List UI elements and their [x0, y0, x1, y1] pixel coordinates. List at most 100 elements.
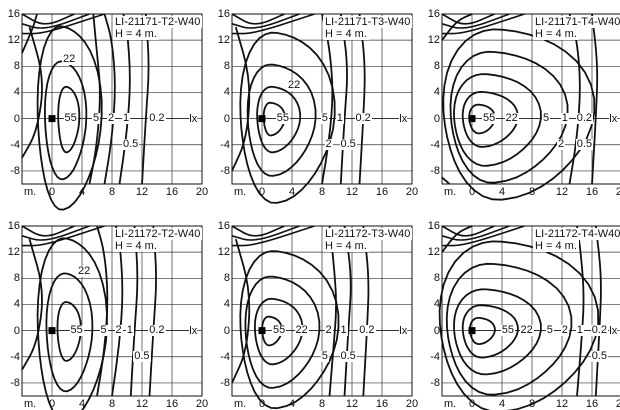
- x-tick-label: 4: [78, 398, 86, 410]
- isolux-contour: [21, 13, 38, 54]
- isolux-plot: [438, 225, 620, 410]
- x-tick-label: 12: [135, 186, 149, 198]
- y-tick-label: -4: [10, 350, 20, 363]
- isolux-contour: [103, 13, 116, 185]
- contour-value-label: 5: [99, 323, 108, 336]
- y-tick-label: 16: [7, 8, 20, 20]
- y-tick-label: 8: [433, 272, 440, 285]
- isolux-contour: [21, 13, 75, 25]
- x-tick-label: 16: [165, 186, 179, 198]
- x-tick-label: 16: [375, 186, 389, 198]
- x-tick-label: 0: [48, 186, 56, 198]
- x-tick-label: 12: [555, 186, 569, 198]
- y-tick-label: 16: [217, 8, 230, 20]
- mounting-height-label: H = 4 m.: [533, 28, 579, 40]
- x-tick-label: 8: [528, 398, 536, 410]
- mounting-height-label: H = 4 m.: [323, 240, 369, 252]
- isolux-contour: [43, 60, 88, 181]
- x-tick-label: 4: [288, 186, 296, 198]
- contour-value-label: 0.2: [575, 111, 594, 124]
- x-unit-label: m.: [444, 186, 457, 198]
- isolux-plot: [21, 225, 203, 410]
- x-tick-label: 0: [468, 398, 476, 410]
- isolux-panel: 16 12 8 4 0 -4 -8 0 4 8 12 16 20 m. lx 55 22 521 0.2 0.5 LI-…: [428, 220, 620, 410]
- x-tick-label: 4: [498, 398, 506, 410]
- y-tick-label: 8: [13, 60, 20, 73]
- y-tick-label: 0: [433, 112, 440, 125]
- x-tick-label: 16: [165, 398, 179, 410]
- contour-value-label: 0.5: [122, 137, 140, 150]
- luminaire-code-title: LI-21171-T4-W40: [533, 16, 620, 28]
- y-tick-label: -4: [220, 350, 230, 363]
- contour-value-label: 22: [287, 78, 302, 91]
- y-tick-label: -8: [10, 164, 20, 177]
- x-tick-label: 20: [405, 186, 419, 198]
- isolux-contour: [45, 272, 94, 393]
- y-tick-label: 4: [13, 86, 20, 99]
- x-tick-label: 0: [48, 398, 56, 410]
- isolux-contour: [438, 240, 600, 410]
- isolux-contour: [445, 262, 573, 396]
- isolux-contour: [453, 73, 542, 167]
- isolux-contour: [328, 225, 337, 397]
- contour-value-label: 5: [320, 111, 329, 124]
- iso-unit-label: lx: [609, 112, 618, 125]
- x-tick-label: 20: [195, 186, 209, 198]
- contour-value-label: 0.5: [339, 349, 357, 362]
- iso-unit-label: lx: [399, 112, 408, 125]
- contour-value-label: 5: [320, 349, 329, 362]
- contour-value-label: 0.5: [590, 349, 609, 362]
- x-tick-label: 12: [345, 398, 359, 410]
- contour-value-label: 55: [500, 323, 515, 336]
- x-tick-label: 8: [108, 398, 116, 410]
- isolux-panel: 16 12 8 4 0 -4 -8 0 4 8 12 16 20 m. lx 55 22 51 0.2 2 0.5 LI-…: [428, 8, 620, 201]
- x-tick-label: 20: [405, 398, 419, 410]
- contour-value-label: 0.2: [354, 111, 372, 124]
- contour-value-label: 2: [107, 111, 116, 124]
- y-tick-label: 12: [427, 246, 440, 259]
- isolux-contour: [231, 13, 300, 29]
- contour-value-label: 1: [560, 111, 569, 124]
- iso-unit-label: lx: [189, 324, 198, 337]
- y-tick-label: 12: [217, 34, 230, 47]
- x-tick-label: 8: [528, 186, 536, 198]
- isolux-panel: 16 12 8 4 0 -4 -8 0 4 8 12 16 20 m. lx 22 55 5 2 1 0.2 0.5 LI-…: [8, 220, 208, 410]
- isolux-contour: [231, 13, 285, 25]
- x-unit-label: m.: [24, 398, 37, 410]
- contour-value-label: 2: [324, 137, 333, 150]
- isolux-contour: [36, 25, 103, 211]
- y-tick-label: 12: [7, 34, 20, 47]
- y-tick-label: -8: [430, 164, 440, 177]
- isolux-contour: [141, 13, 150, 185]
- contour-value-label: 0.2: [358, 323, 376, 336]
- iso-unit-label: lx: [399, 324, 408, 337]
- isolux-panel: 16 12 8 4 0 -4 -8 0 4 8 12 16 20 m. lx 22 55 5 2 1 0.2 0.5 LI-…: [8, 8, 208, 211]
- grid: [231, 225, 413, 397]
- isolux-contour: [239, 250, 340, 410]
- isolux-contour: [441, 13, 473, 41]
- isolux-plot: [21, 13, 203, 211]
- isolux-contour: [232, 13, 315, 35]
- contour-value-label: 1: [575, 323, 584, 336]
- isolux-contour: [441, 13, 495, 25]
- contour-value-label: 0.5: [133, 349, 151, 362]
- y-tick-label: 16: [217, 220, 230, 232]
- isolux-contour: [441, 225, 473, 253]
- isolux-contour: [22, 225, 105, 247]
- x-unit-label: m.: [234, 398, 247, 410]
- luminaire-code-title: LI-21172-T2-W40: [113, 228, 203, 240]
- isolux-contour: [461, 304, 519, 359]
- contour-value-label: 5: [542, 111, 551, 124]
- luminaire-code-title: LI-21171-T3-W40: [323, 16, 413, 28]
- y-tick-label: -4: [430, 138, 440, 151]
- contour-value-label: 2: [114, 323, 123, 336]
- y-tick-label: 8: [223, 272, 230, 285]
- y-tick-label: 16: [427, 8, 440, 20]
- isolux-contour: [441, 225, 510, 241]
- y-tick-label: -4: [220, 138, 230, 151]
- isolux-contour: [591, 13, 599, 185]
- y-tick-label: 0: [223, 324, 230, 337]
- y-tick-label: 4: [433, 86, 440, 99]
- x-tick-label: 8: [108, 186, 116, 198]
- x-tick-label: 4: [78, 186, 86, 198]
